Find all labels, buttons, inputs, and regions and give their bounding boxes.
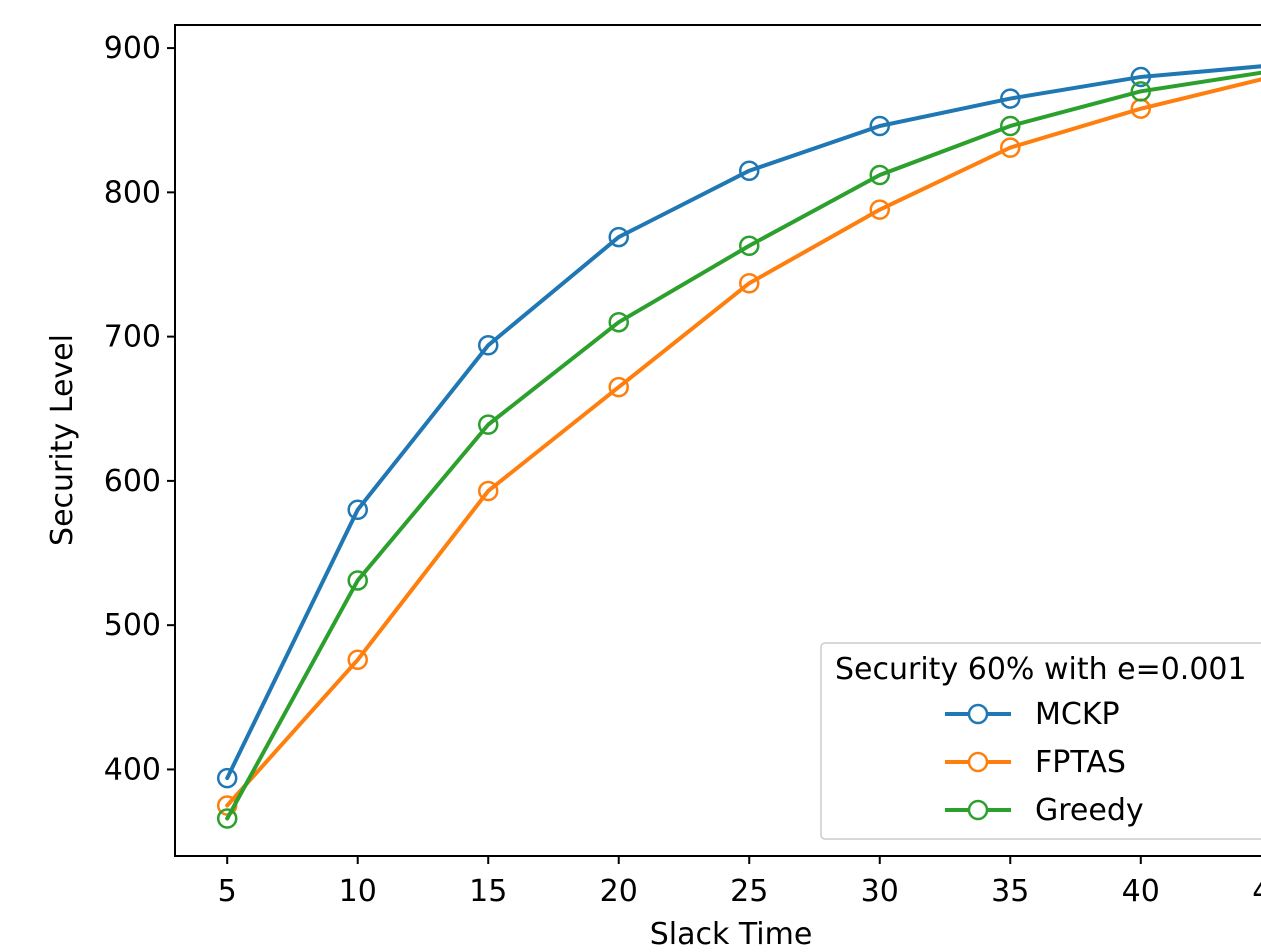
x-tick-label: 10 [339,874,377,909]
series-line [225,77,1261,808]
legend-label: Greedy [1035,793,1144,828]
data-point [1000,137,1021,158]
y-tick-label: 700 [104,320,161,355]
data-point [477,480,499,502]
legend-marker [967,703,989,725]
series-line [225,64,1261,781]
x-tick-label: 30 [861,874,899,909]
plot-frame [174,24,1261,857]
data-point [347,649,368,671]
data-point [347,499,368,520]
data-point [216,767,238,789]
data-point [1130,66,1152,88]
legend-label: FPTAS [1035,745,1126,780]
series-line [225,70,1261,821]
data-point [477,414,499,435]
legend: Security 60% with e=0.001 MCKP FPTAS Greed… [820,642,1261,840]
y-tick-label: 600 [104,464,161,499]
legend-marker [967,751,989,773]
data-point [738,235,760,256]
legend-title: Security 60% with e=0.001 [835,652,1247,687]
series-greedy [216,70,1261,829]
x-tick-label: 15 [469,874,507,909]
data-point [1000,88,1021,109]
x-axis: 5 10 15 20 25 30 35 40 45 [218,856,1261,909]
data-point [347,570,368,591]
legend-entries: MCKP FPTAS Greedy [945,697,1144,828]
x-tick-label: 5 [218,874,237,909]
data-point [608,311,629,333]
series-layer [216,64,1261,829]
data-point [608,376,629,398]
data-point [1000,115,1021,137]
series-mckp [216,64,1261,789]
legend-box [820,642,1261,840]
data-point [1130,81,1152,102]
data-point [738,160,760,181]
y-tick-label: 400 [104,752,161,787]
x-tick-label: 20 [600,874,638,909]
x-tick-label: 40 [1122,874,1160,909]
legend-marker [967,799,989,821]
legend-label: MCKP [1035,697,1120,732]
y-tick-label: 900 [104,31,161,66]
data-point [738,272,760,294]
plot-area-border [174,24,1261,857]
x-axis-title: Slack Time [650,917,813,952]
data-point [477,335,499,356]
data-point [869,199,891,220]
y-tick-label: 800 [104,175,161,210]
data-point [869,164,891,186]
x-tick-label: 35 [991,874,1029,909]
y-tick-label: 500 [104,608,161,643]
data-point [216,808,238,829]
y-axis-title: Security Level [45,334,80,546]
y-axis: 400 500 600 700 800 900 [104,31,175,787]
data-point [869,115,891,137]
data-point [608,226,629,248]
x-tick-label: 45 [1252,874,1261,909]
x-tick-label: 25 [730,874,768,909]
